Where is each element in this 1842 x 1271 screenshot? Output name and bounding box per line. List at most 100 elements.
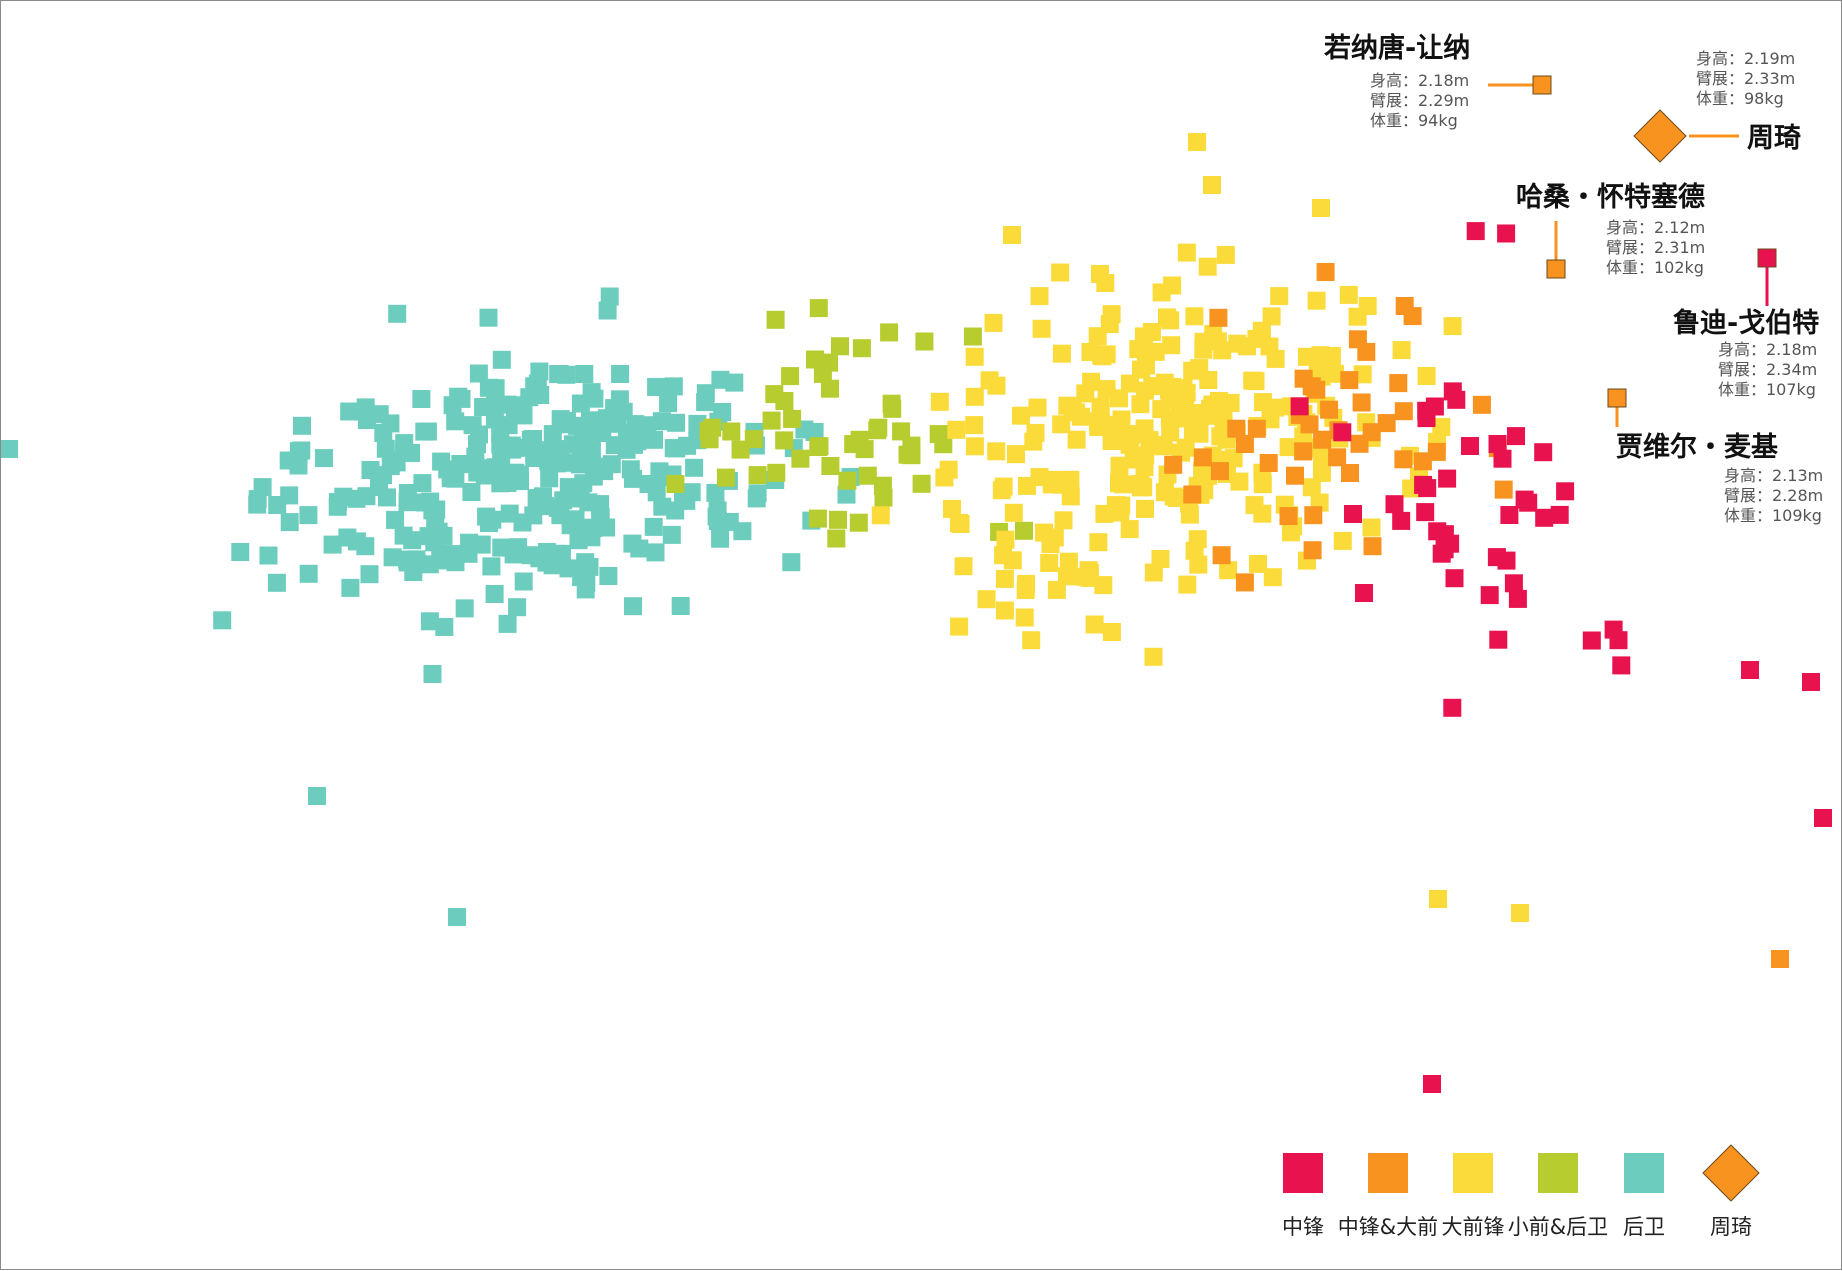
legend-swatch [1538,1153,1578,1193]
point-g [459,544,478,563]
point-pf [965,416,984,435]
point-g [356,398,375,417]
player-stat: 臂展：2.29m [1370,91,1469,110]
point-pf [1112,496,1131,515]
point-pf [950,617,969,636]
point-g [652,412,671,431]
point-pf [1085,615,1104,634]
point-pf [1091,265,1109,283]
point-c [1534,443,1553,462]
point-sg [821,379,839,398]
point-pf [1061,487,1080,506]
player-stat: 身高：2.12m [1606,218,1705,237]
legend-item-c: 中锋 [1282,1153,1324,1239]
point-pf [1348,307,1367,326]
point-cf [1209,308,1228,327]
highlight-marker [1757,248,1777,268]
point-g [452,389,471,408]
point-cf [1227,419,1246,438]
point-pf [1281,523,1300,542]
point-g [370,478,388,497]
legend-item-cf: 中锋&大前 [1338,1153,1438,1239]
point-g [420,612,439,631]
point-c [1441,534,1460,553]
point-pf [1243,371,1262,390]
legend-item-zq: 周琦 [1702,1144,1760,1239]
point-g [645,430,663,449]
point-pf [1190,424,1209,443]
point-pf [1094,576,1113,595]
point-pf [1102,305,1121,324]
point-g [568,416,587,435]
point-pf [1089,533,1108,552]
player-stat: 身高：2.18m [1718,340,1817,359]
point-sg [869,418,888,437]
point-pf [1326,364,1344,383]
point-g [521,430,540,449]
point-g [748,484,767,503]
point-sg [821,457,840,475]
point-g [540,469,559,488]
point-sg [699,422,718,440]
player-stat: 身高：2.13m [1724,466,1823,485]
point-g [340,402,359,421]
point-pf [1040,554,1059,572]
point-cf [1472,395,1491,414]
point-pf [1017,574,1036,593]
player-stat: 臂展：2.34m [1718,360,1817,379]
point-pf [930,392,949,411]
point-sg [852,339,871,358]
point-sg [838,471,857,490]
point-sg [874,488,893,507]
point-g [485,585,504,603]
point-pf [935,468,954,487]
point-cf [1348,330,1367,349]
player-stat: 体重：107kg [1718,380,1816,399]
point-sg [849,513,868,532]
point-sg [809,299,828,318]
point-pf [1228,334,1247,353]
point-g [667,413,686,432]
point-g [659,394,678,413]
highlight-marker [1532,75,1552,95]
point-g [403,531,422,550]
point-g [548,454,567,473]
point-g [696,384,715,403]
point-pf [1097,345,1116,364]
point-g [599,567,618,585]
point-c [1461,437,1479,455]
point-g [662,525,681,544]
point-pf [1163,276,1182,295]
point-g [370,405,389,424]
point-c [1423,1075,1441,1093]
point-c [1604,620,1623,639]
point-g [293,416,311,435]
point-g [498,614,517,633]
point-g [595,462,614,481]
point-g [566,510,585,529]
legend-swatch [1283,1153,1323,1193]
point-pf [1042,475,1061,494]
point-pf [871,506,890,525]
point-cf [1394,402,1413,421]
point-g [644,517,663,536]
point-g [647,378,666,396]
point-pf [1088,412,1107,431]
point-c [1392,511,1411,530]
point-g [508,598,527,617]
point-sg [820,353,838,372]
point-g [805,423,824,441]
point-g [451,455,470,474]
point-pf [1162,336,1181,355]
point-g [576,553,595,572]
point-pf [1144,563,1163,582]
point-pf [995,601,1014,620]
point-g [347,489,366,508]
point-c [1582,631,1601,650]
point-cf [1328,448,1347,467]
point-g [323,535,342,554]
